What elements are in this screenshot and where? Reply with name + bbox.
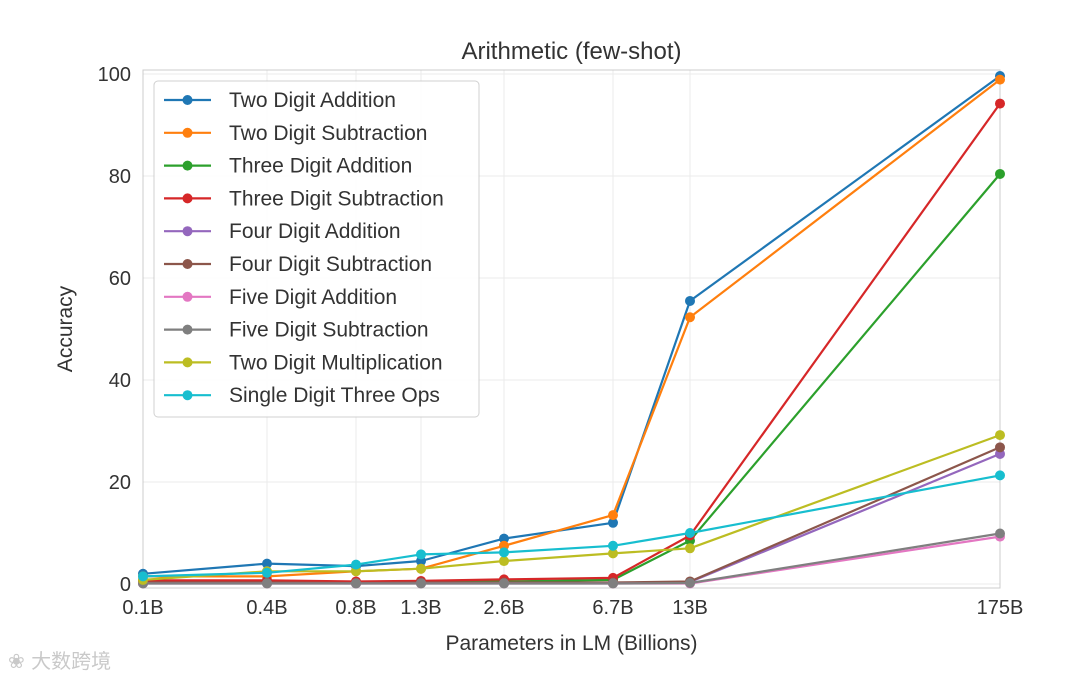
data-point: [351, 578, 361, 589]
legend-marker: [182, 226, 193, 237]
data-point: [685, 312, 695, 323]
x-tick-label: 0.4B: [246, 597, 287, 619]
legend-marker: [182, 324, 193, 335]
legend-label: Three Digit Subtraction: [229, 187, 444, 210]
data-point: [416, 549, 426, 560]
legend-entry: Five Digit Subtraction: [164, 319, 429, 342]
data-point: [995, 470, 1005, 481]
data-point: [995, 74, 1005, 85]
series-five-digit-subtraction: [138, 528, 1005, 589]
legend-entry: Two Digit Addition: [164, 89, 396, 112]
x-tick-labels: 0.1B 0.4B 0.8B 1.3B 2.6B 6.7B 13B 175B: [122, 597, 1023, 619]
data-point: [499, 578, 509, 589]
y-tick-label: 20: [109, 472, 131, 494]
data-point: [262, 558, 272, 569]
legend-box: [153, 80, 480, 418]
data-point: [685, 295, 695, 306]
series-single-digit-three-ops: [138, 470, 1005, 582]
y-tick-label: 0: [120, 574, 131, 596]
legend-entry: Four Digit Subtraction: [164, 253, 432, 276]
legend-label: Two Digit Multiplication: [229, 351, 443, 374]
data-point: [685, 528, 695, 538]
data-point: [608, 510, 618, 521]
series-line: [143, 78, 1001, 578]
data-point: [351, 559, 361, 570]
y-tick-labels: 0 20 40 60 80 100: [98, 64, 131, 596]
axes-frame: [142, 69, 1001, 589]
series-line: [142, 474, 1001, 578]
data-point: [995, 442, 1005, 453]
y-tick-label: 80: [109, 166, 131, 188]
data-point: [995, 430, 1005, 441]
data-point: [499, 533, 509, 544]
legend-marker: [182, 357, 193, 368]
data-point: [995, 168, 1005, 179]
data-point: [995, 98, 1005, 109]
legend-marker: [182, 95, 193, 105]
legend-marker: [182, 291, 193, 302]
y-tick-label: 100: [98, 64, 131, 86]
watermark-logo: ❀ 大数跨境: [8, 645, 111, 674]
data-point: [416, 563, 426, 574]
legend-label: Four Digit Addition: [229, 220, 401, 243]
x-tick-label: 175B: [977, 597, 1024, 619]
x-axis-label: Parameters in LM (Billions): [445, 632, 697, 655]
data-point: [608, 548, 618, 559]
data-point: [499, 556, 509, 567]
legend-marker: [182, 127, 193, 138]
series-line: [143, 102, 1001, 583]
legend-label: Five Digit Addition: [229, 286, 397, 309]
legend-entry: Two Digit Subtraction: [164, 122, 427, 145]
x-tick-label: 13B: [672, 597, 708, 619]
data-point: [262, 567, 272, 578]
x-tick-label: 6.7B: [592, 597, 633, 619]
series-line: [142, 75, 1001, 575]
watermark-icon: ❀: [8, 649, 25, 673]
data-point: [416, 578, 426, 589]
chart-title: Arithmetic (few-shot): [461, 38, 681, 65]
data-point: [138, 571, 148, 582]
y-axis-label: Accuracy: [54, 285, 77, 372]
legend-entry: Five Digit Addition: [164, 286, 397, 309]
legend-entry: Three Digit Addition: [164, 155, 412, 178]
data-point: [499, 547, 509, 558]
data-point: [685, 543, 695, 554]
legend: Two Digit Addition Two Digit Subtraction T…: [153, 80, 480, 418]
legend-entry: Single Digit Three Ops: [164, 384, 440, 407]
legend-label: Five Digit Subtraction: [229, 319, 429, 342]
data-point: [995, 528, 1005, 539]
x-tick-label: 1.3B: [400, 597, 441, 619]
legend-label: Single Digit Three Ops: [229, 384, 440, 407]
legend-label: Three Digit Addition: [229, 155, 412, 178]
legend-marker: [182, 160, 193, 171]
x-tick-label: 0.1B: [122, 597, 163, 619]
legend-entry: Four Digit Addition: [164, 220, 401, 243]
legend-label: Two Digit Addition: [229, 89, 396, 112]
x-tick-label: 0.8B: [335, 597, 376, 619]
legend-label: Four Digit Subtraction: [229, 253, 432, 276]
series-line: [143, 532, 1001, 585]
x-tick-label: 2.6B: [483, 597, 524, 619]
legend-label: Two Digit Subtraction: [229, 122, 427, 145]
plot-border: [142, 69, 1001, 589]
series-lines: [138, 71, 1005, 589]
legend-entry: Three Digit Subtraction: [164, 187, 444, 210]
data-point: [608, 578, 618, 589]
legend-marker: [182, 390, 193, 401]
watermark-text: 大数跨境: [31, 649, 112, 673]
data-point: [608, 517, 618, 528]
data-point: [262, 578, 272, 589]
y-tick-label: 40: [109, 370, 131, 392]
data-point: [685, 577, 695, 588]
data-point: [608, 540, 618, 551]
legend-marker: [182, 259, 193, 269]
legend-marker: [182, 193, 193, 204]
legend-entry: Two Digit Multiplication: [164, 351, 443, 374]
y-tick-label: 60: [109, 268, 131, 290]
